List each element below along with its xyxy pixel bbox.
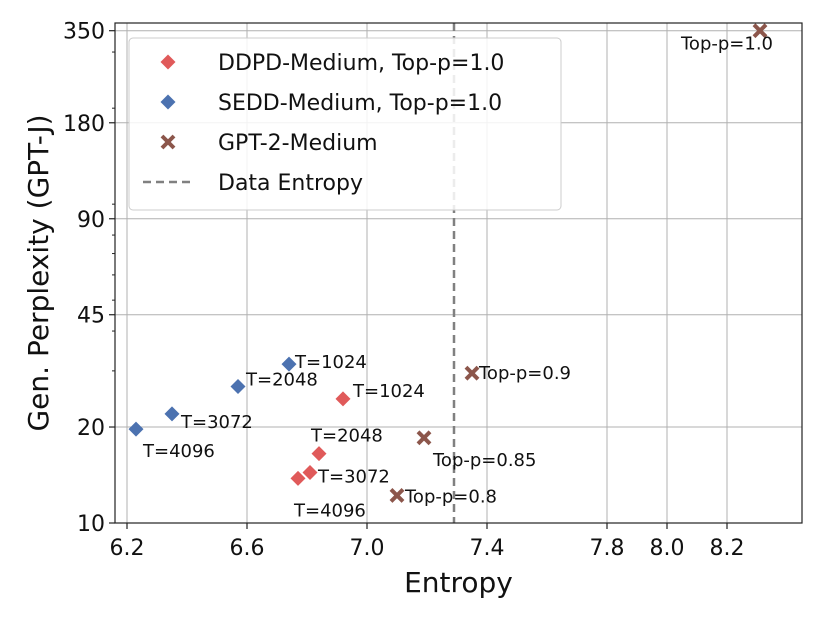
legend-label: DDPD-Medium, Top-p=1.0: [218, 51, 504, 76]
data-point: [389, 488, 405, 503]
data-label: Top-p=0.85: [432, 450, 536, 471]
x-stroke: [416, 430, 432, 446]
data-label: T=4096: [142, 441, 215, 462]
legend-box: [128, 37, 562, 211]
data-point: [230, 378, 246, 394]
y-axis-ticks: 10 20 45 90 180 350: [63, 20, 115, 537]
y-tick-label: 90: [77, 208, 105, 233]
x-stroke: [389, 488, 405, 503]
x-tick-label: 8.0: [650, 536, 685, 561]
data-label: T=3072: [180, 412, 253, 433]
legend-item: Data Entropy: [143, 171, 363, 196]
data-point: [164, 406, 180, 422]
legend-item: SEDD-Medium, Top-p=1.0: [160, 91, 502, 116]
data-label: T=3072: [317, 467, 390, 488]
x-tick-label: 6.6: [230, 536, 265, 561]
data-label: T=2048: [310, 426, 383, 447]
data-point: [464, 365, 480, 381]
y-tick-label: 45: [77, 304, 105, 329]
legend-item: GPT-2-Medium: [160, 131, 378, 156]
data-point: [281, 356, 297, 372]
legend-marker: [160, 94, 176, 110]
x-tick-label: 7.8: [590, 536, 625, 561]
legend-item: DDPD-Medium, Top-p=1.0: [160, 51, 504, 76]
y-tick-label: 180: [63, 112, 105, 137]
data-point: [311, 446, 327, 462]
x-stroke: [464, 365, 480, 381]
x-stroke: [752, 23, 768, 39]
data-point: [335, 391, 351, 407]
y-tick-label: 350: [63, 20, 105, 45]
y-axis-label: Gen. Perplexity (GPT-J): [22, 114, 55, 431]
data-point: [128, 421, 144, 437]
x-stroke: [160, 134, 176, 150]
data-label: T=1024: [294, 352, 367, 373]
y-tick-label: 20: [77, 416, 105, 441]
data-label: Top-p=0.9: [478, 363, 571, 384]
legend-label: Data Entropy: [218, 171, 363, 196]
legend-items: DDPD-Medium, Top-p=1.0 SEDD-Medium, Top-p…: [143, 51, 504, 196]
x-axis-ticks: 6.2 6.6 7.0 7.4 7.8 8.0 8.2: [110, 523, 745, 561]
data-label: T=1024: [352, 381, 425, 402]
y-tick-label: 10: [77, 512, 105, 537]
data-point: [752, 23, 768, 39]
legend: DDPD-Medium, Top-p=1.0 SEDD-Medium, Top-p…: [128, 37, 562, 211]
data-point: [290, 470, 306, 486]
data-point: [302, 465, 318, 481]
data-label: Top-p=0.8: [404, 486, 497, 507]
data-label: T=4096: [293, 500, 366, 521]
x-tick-label: 7.0: [350, 536, 385, 561]
data-label: Top-p=1.0: [680, 34, 773, 55]
legend-marker: [160, 134, 176, 150]
legend-label: GPT-2-Medium: [218, 131, 378, 156]
point-annotations: T=1024T=2048T=3072T=4096T=1024T=2048T=30…: [142, 34, 773, 522]
plot-frame: [114, 22, 803, 524]
data-point: [416, 430, 432, 446]
data-points: [128, 23, 768, 503]
x-tick-label: 8.2: [710, 536, 745, 561]
x-tick-label: 6.2: [110, 536, 145, 561]
x-axis-label: Entropy: [404, 566, 513, 599]
x-tick-label: 7.4: [470, 536, 505, 561]
legend-label: SEDD-Medium, Top-p=1.0: [218, 91, 502, 116]
legend-marker: [160, 54, 176, 70]
data-label: T=2048: [245, 369, 318, 390]
